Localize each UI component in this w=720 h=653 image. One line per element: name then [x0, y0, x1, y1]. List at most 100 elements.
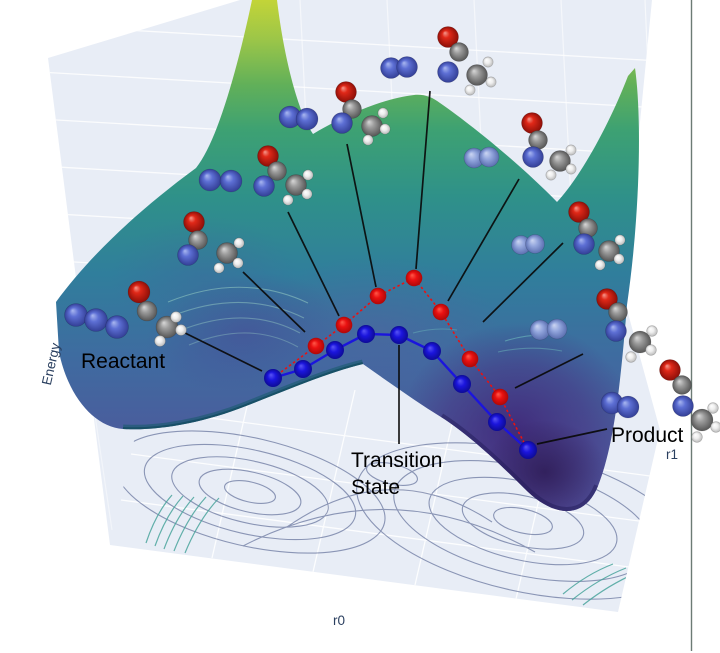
energy-surface [56, 0, 639, 512]
molecule-n2-d [600, 391, 640, 419]
atom-C-icon [361, 115, 383, 137]
atom-H-icon [232, 257, 244, 269]
atom-O-icon [183, 211, 205, 233]
atom-C-icon [690, 408, 714, 432]
atom-C-icon [608, 302, 628, 322]
molecule-n2-light-a [463, 146, 500, 169]
atom-N-icon [295, 107, 319, 131]
atom-N-icon [64, 303, 88, 327]
optimized-path-blue-marker [453, 375, 471, 393]
optimized-path-blue-marker [390, 326, 408, 344]
atom-N-icon [331, 112, 353, 134]
initial-path-red-marker [461, 350, 479, 368]
connector-line [415, 90, 431, 270]
atom-H-icon [154, 335, 166, 347]
optimized-path-blue-marker [357, 325, 375, 343]
atom-C-icon [342, 99, 362, 119]
floor-contours [114, 430, 660, 600]
atom-N-icon [198, 168, 222, 192]
molecule-snapshot-4 [331, 81, 391, 146]
atom-H-icon [710, 421, 720, 433]
transition-state-line1: Transition [351, 449, 443, 472]
atom-N-icon [616, 395, 640, 419]
molecule-snapshot-2 [177, 211, 245, 274]
initial-path-red-marker [307, 337, 325, 355]
atom-C-icon [466, 64, 488, 86]
r1-axis-label: r1 [666, 447, 679, 462]
atom-H-icon [377, 107, 389, 119]
molecule-snapshot-6 [521, 112, 577, 181]
atom-H-icon [545, 169, 557, 181]
connector-line [514, 353, 584, 389]
atom-O-icon [437, 26, 459, 48]
atom-H-icon [379, 123, 391, 135]
molecule-snapshot-7 [568, 201, 626, 271]
atom-O-icon [257, 145, 279, 167]
atom-H-icon [594, 259, 606, 271]
atom-H-icon [565, 163, 577, 175]
reaction-paths [264, 269, 537, 459]
atom-H-icon [362, 134, 374, 146]
atom-H-icon [614, 234, 626, 246]
initial-path-red-line [272, 276, 529, 451]
surface-shading [110, 216, 633, 512]
atom-N-icon [105, 315, 129, 339]
atom-C-icon [285, 174, 307, 196]
optimized-path-blue-marker [294, 360, 312, 378]
atom-N-icon [573, 233, 595, 255]
floor-contours-teal [145, 494, 642, 606]
initial-path-red-marker [491, 388, 509, 406]
molecule-snapshot-5-ts [437, 26, 497, 96]
optimized-path-blue-marker [488, 413, 506, 431]
atom-H-icon [213, 262, 225, 274]
molecule-n2-a [198, 168, 243, 193]
optimized-path-blue-marker [264, 369, 282, 387]
molecule-snapshot-8 [596, 288, 658, 363]
molecule-n2-b [278, 105, 319, 131]
molecule-n2-light-b [511, 234, 545, 255]
atom-N-icon [84, 308, 108, 332]
reactant-label: Reactant [81, 350, 166, 373]
initial-path-red-marker [405, 269, 423, 287]
atom-C-icon [598, 240, 620, 262]
atom-C-icon [216, 242, 238, 264]
atom-N-icon [672, 395, 694, 417]
atom-O-icon [596, 288, 618, 310]
atom-N-icon [219, 169, 243, 193]
connector-line [536, 428, 608, 445]
atom-H-icon [302, 169, 314, 181]
initial-path-red-marker [335, 316, 353, 334]
atom-Nl-icon [478, 146, 500, 168]
atom-C-icon [672, 375, 692, 395]
atom-H-icon [625, 351, 637, 363]
atom-H-icon [175, 324, 187, 336]
atom-C-icon [549, 150, 571, 172]
connector-line [242, 271, 306, 333]
transition-state-line2: State [351, 476, 401, 499]
atom-H-icon [645, 344, 657, 356]
optimized-path-blue-marker [326, 341, 344, 359]
molecule-n2-light-c [529, 318, 568, 341]
atom-H-icon [301, 188, 313, 200]
optimized-path-blue-marker [423, 342, 441, 360]
molecule-n2-c [380, 56, 418, 79]
atom-H-icon [646, 325, 658, 337]
connector-line [180, 330, 263, 372]
atom-C-icon [267, 161, 287, 181]
atom-O-icon [127, 280, 151, 304]
atom-C-icon [136, 300, 158, 322]
annotation-connector-lines [180, 90, 608, 445]
optimized-path-blue-marker [519, 441, 537, 459]
molecule-reactant-acetyl-azide [64, 280, 187, 347]
atom-O-icon [568, 201, 590, 223]
atom-C-icon [449, 42, 469, 62]
atom-Nl-icon [525, 234, 545, 254]
atom-N-icon [253, 175, 275, 197]
atom-N-icon [437, 61, 459, 83]
atom-H-icon [691, 431, 703, 443]
atom-H-icon [464, 84, 476, 96]
atom-H-icon [565, 144, 577, 156]
atom-N-icon [522, 146, 544, 168]
